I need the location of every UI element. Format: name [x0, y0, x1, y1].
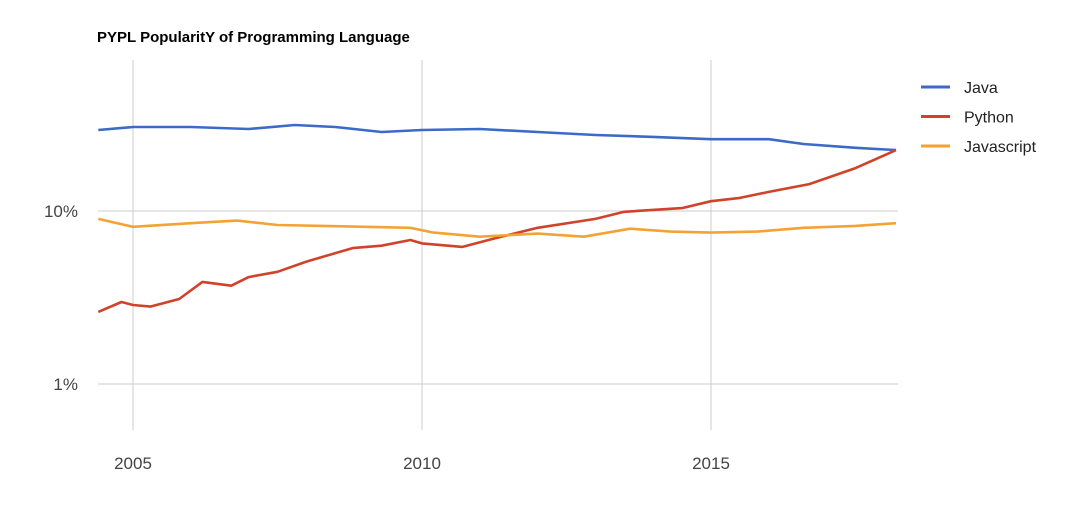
y-tick-label: 10% [44, 202, 78, 221]
legend-label-java: Java [964, 80, 998, 97]
x-tick-label: 2010 [403, 454, 441, 473]
x-tick-label: 2005 [114, 454, 152, 473]
series-line-javascript [98, 217, 897, 238]
series-line-java [98, 123, 897, 152]
legend-label-javascript: Javascript [964, 139, 1037, 156]
chart-title: PYPL PopularitY of Programming Language [97, 29, 410, 46]
legend-label-python: Python [964, 110, 1014, 127]
series-line-python [97, 148, 897, 314]
y-tick-label: 1% [53, 375, 78, 394]
x-tick-label: 2015 [692, 454, 730, 473]
